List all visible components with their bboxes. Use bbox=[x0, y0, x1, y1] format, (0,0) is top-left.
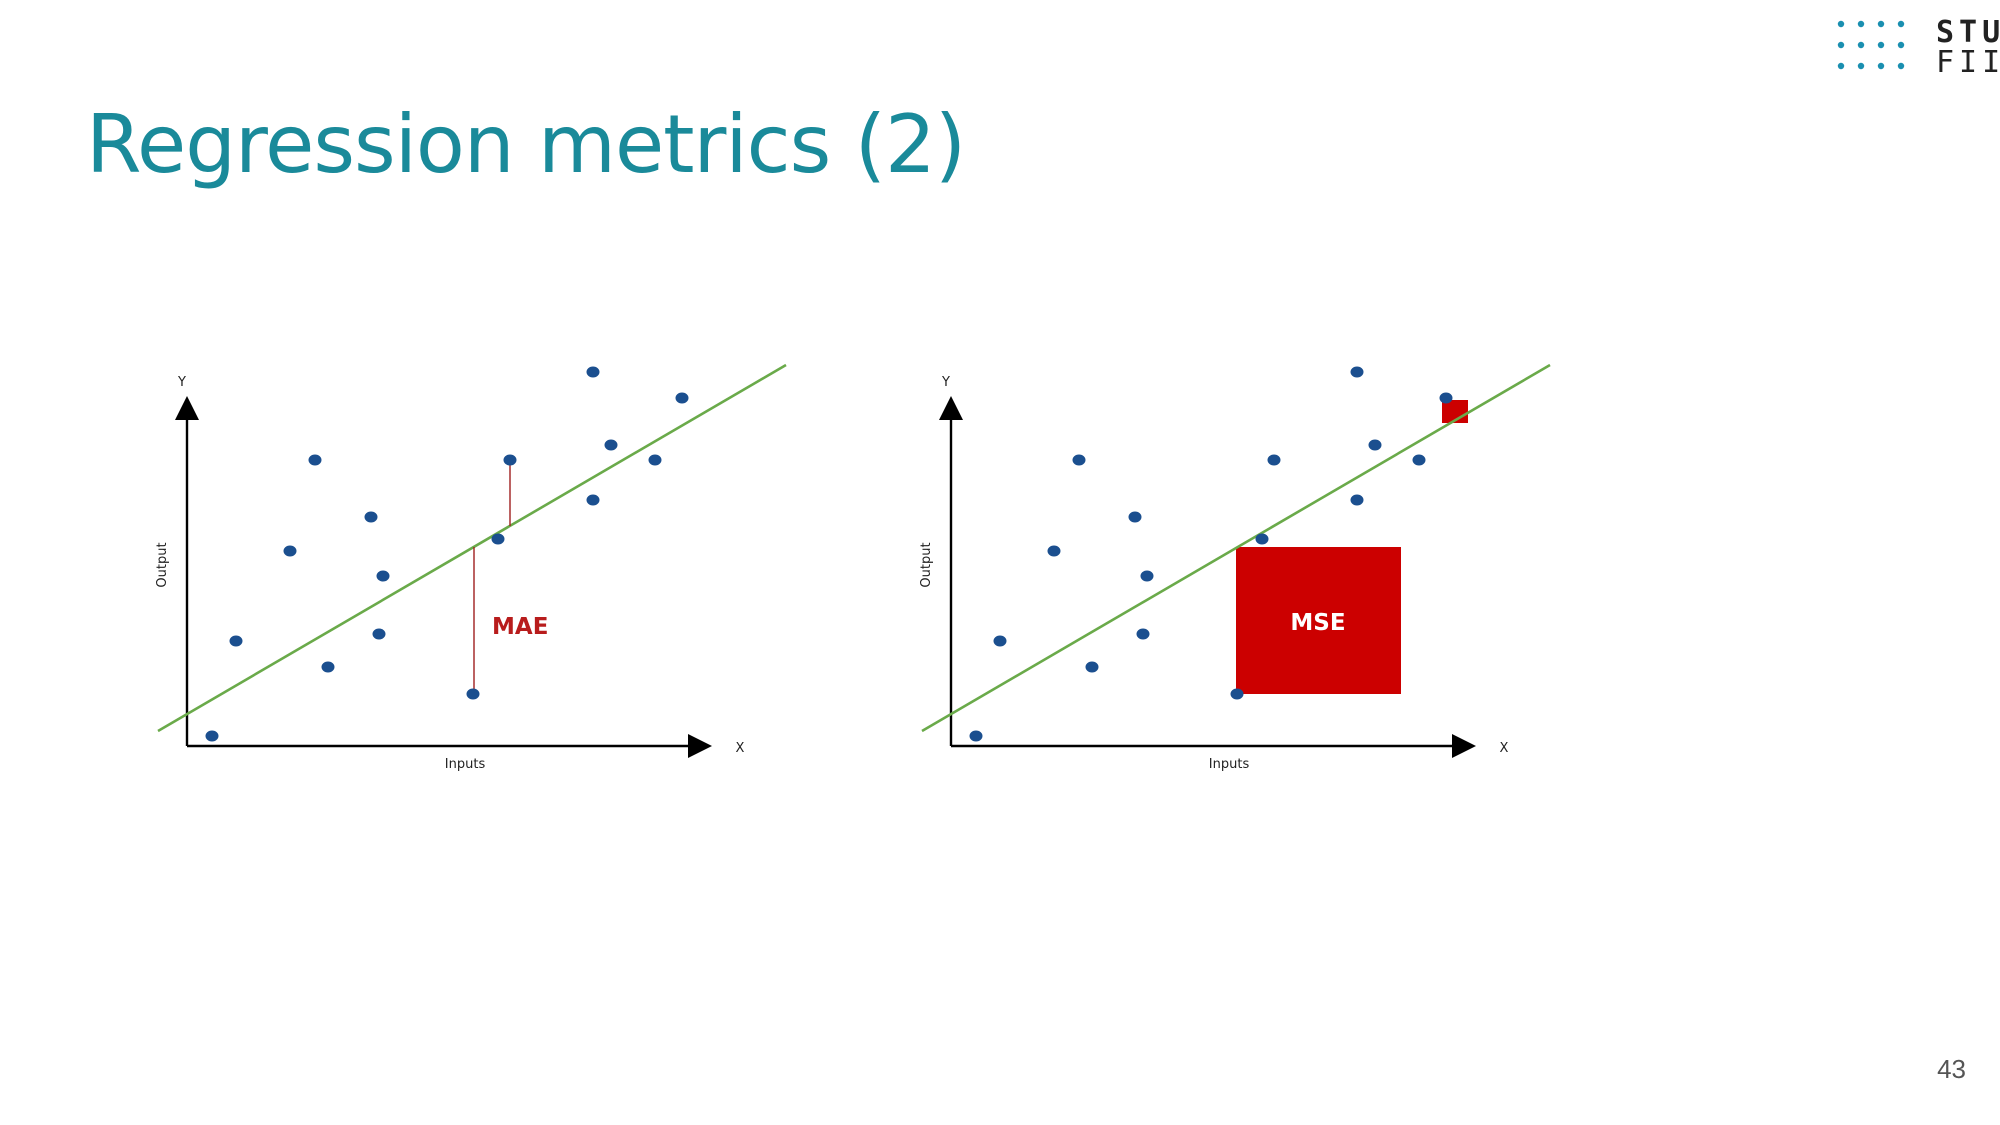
data-point bbox=[1439, 392, 1453, 404]
y-axis-letter: Y bbox=[177, 375, 186, 390]
data-point bbox=[491, 533, 505, 545]
data-point bbox=[1230, 688, 1244, 700]
data-point bbox=[1255, 533, 1269, 545]
data-point bbox=[1350, 494, 1364, 506]
data-point bbox=[969, 730, 983, 742]
x-axis-label: Inputs bbox=[1209, 757, 1250, 772]
data-point bbox=[321, 661, 335, 673]
data-point bbox=[604, 439, 618, 451]
x-axis-label: Inputs bbox=[445, 757, 486, 772]
data-point bbox=[376, 570, 390, 582]
data-point bbox=[648, 454, 662, 466]
regression-line bbox=[921, 363, 1551, 733]
data-point bbox=[1085, 661, 1099, 673]
data-point bbox=[993, 635, 1007, 647]
data-point bbox=[1267, 454, 1281, 466]
data-point bbox=[503, 454, 517, 466]
data-point bbox=[1350, 366, 1364, 378]
data-point bbox=[229, 635, 243, 647]
data-point bbox=[1412, 454, 1426, 466]
logo-line-1: STU bbox=[1936, 15, 2000, 50]
data-point bbox=[1072, 454, 1086, 466]
x-axis-letter: X bbox=[1500, 741, 1509, 756]
x-axis-letter: X bbox=[736, 741, 745, 756]
y-axis-label: Output bbox=[155, 542, 170, 587]
y-axis-letter: Y bbox=[941, 375, 950, 390]
stu-fiit-logo: STU FIIT bbox=[1836, 18, 2000, 78]
data-point bbox=[205, 730, 219, 742]
data-point bbox=[364, 511, 378, 523]
mae-label: MAE bbox=[492, 614, 548, 640]
page-title: Regression metrics (2) bbox=[86, 98, 966, 191]
mse-diagram: Y X Output Inputs MSE bbox=[904, 350, 1604, 780]
data-point bbox=[466, 688, 480, 700]
squared-error-box bbox=[1236, 547, 1401, 694]
data-point bbox=[308, 454, 322, 466]
data-point bbox=[1368, 439, 1382, 451]
y-axis-label: Output bbox=[919, 542, 934, 587]
logo-line-2: FIIT bbox=[1936, 45, 2000, 80]
data-point bbox=[586, 366, 600, 378]
data-point bbox=[1140, 570, 1154, 582]
logo-dot-grid-icon bbox=[1837, 20, 1905, 70]
page-number: 43 bbox=[1937, 1054, 1966, 1084]
mae-diagram: Y X Output Inputs MAE bbox=[140, 350, 840, 780]
mse-label: MSE bbox=[1290, 610, 1345, 636]
data-point bbox=[283, 545, 297, 557]
data-point bbox=[372, 628, 386, 640]
regression-line bbox=[157, 363, 787, 733]
data-point bbox=[675, 392, 689, 404]
data-point bbox=[1136, 628, 1150, 640]
data-point bbox=[1047, 545, 1061, 557]
data-point bbox=[586, 494, 600, 506]
data-point bbox=[1128, 511, 1142, 523]
